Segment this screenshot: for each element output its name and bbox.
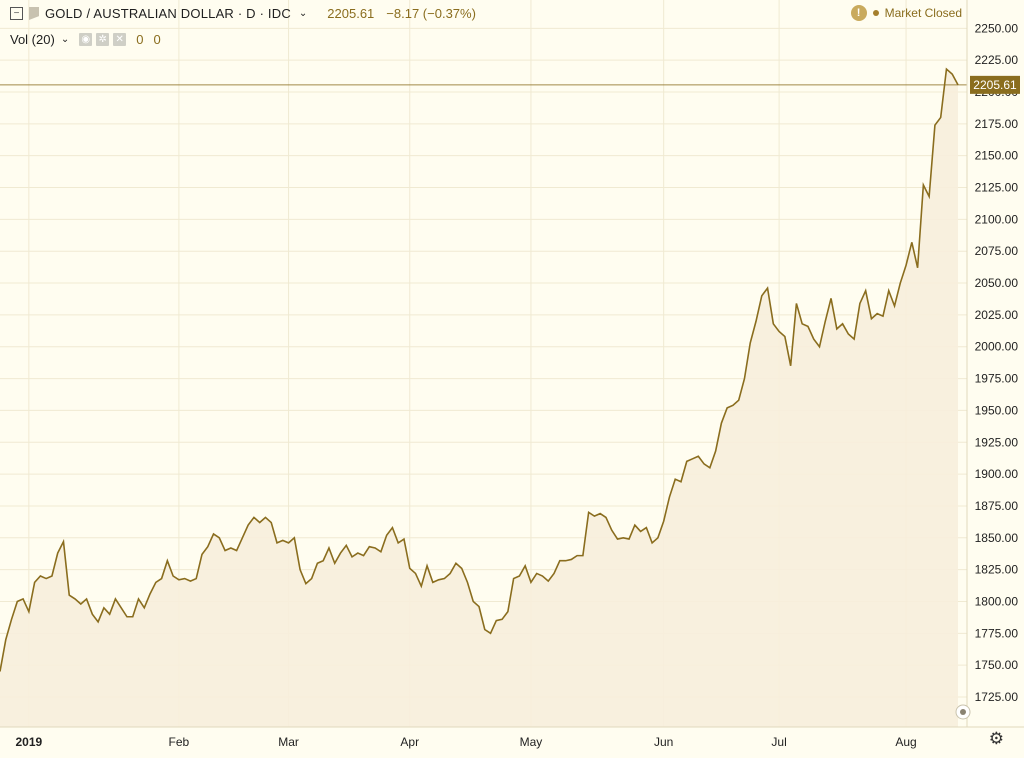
y-tick-label: 1850.00 — [975, 531, 1019, 545]
y-tick-label: 1900.00 — [975, 467, 1019, 481]
last-price: 2205.61 — [327, 6, 374, 21]
y-tick-label: 2225.00 — [975, 53, 1019, 67]
volume-value-a: 0 — [136, 32, 143, 47]
last-price-value: 2205.61 — [973, 78, 1017, 92]
volume-title[interactable]: Vol (20) — [10, 32, 55, 47]
eye-icon[interactable]: ◉ — [79, 33, 92, 46]
y-tick-label: 2150.00 — [975, 149, 1019, 163]
y-tick-label: 1975.00 — [975, 372, 1019, 386]
volume-legend: Vol (20) ⌄ ◉ ✲ ✕ 0 0 — [10, 32, 161, 47]
collapse-icon[interactable]: − — [10, 7, 23, 20]
x-tick-label: Mar — [278, 735, 299, 749]
gear-icon[interactable]: ⚙ — [989, 729, 1004, 749]
y-tick-label: 1950.00 — [975, 403, 1019, 417]
info-icon[interactable]: ! — [851, 5, 867, 21]
y-tick-label: 2050.00 — [975, 276, 1019, 290]
y-tick-label: 2250.00 — [975, 21, 1019, 35]
y-tick-label: 1800.00 — [975, 594, 1019, 608]
market-status-label: Market Closed — [885, 6, 962, 20]
symbol-title[interactable]: GOLD / AUSTRALIAN DOLLAR · D · IDC — [45, 6, 291, 21]
flag-icon[interactable] — [29, 7, 39, 20]
y-tick-label: 2125.00 — [975, 181, 1019, 195]
x-tick-label: Aug — [895, 735, 916, 749]
symbol-legend: − GOLD / AUSTRALIAN DOLLAR · D · IDC ⌄ 2… — [10, 6, 476, 21]
y-tick-label: 2025.00 — [975, 308, 1019, 322]
settings-icon[interactable]: ✲ — [96, 33, 109, 46]
scroll-to-realtime-button[interactable] — [956, 705, 970, 719]
y-tick-label: 2000.00 — [975, 340, 1019, 354]
x-tick-label: Jul — [771, 735, 786, 749]
x-tick-label: Jun — [654, 735, 673, 749]
x-tick-label: Apr — [400, 735, 419, 749]
close-icon[interactable]: ✕ — [113, 33, 126, 46]
y-tick-label: 1725.00 — [975, 690, 1019, 704]
price-change: −8.17 (−0.37%) — [386, 6, 476, 21]
volume-value-b: 0 — [153, 32, 160, 47]
y-tick-label: 2075.00 — [975, 244, 1019, 258]
x-tick-label: Feb — [169, 735, 190, 749]
chevron-down-icon[interactable]: ⌄ — [61, 34, 69, 45]
x-tick-label: 2019 — [16, 735, 43, 749]
y-tick-label: 2100.00 — [975, 212, 1019, 226]
market-status: ! Market Closed — [851, 5, 962, 21]
y-tick-label: 1875.00 — [975, 499, 1019, 513]
y-tick-label: 1750.00 — [975, 658, 1019, 672]
y-tick-label: 1825.00 — [975, 563, 1019, 577]
x-tick-label: May — [520, 735, 543, 749]
last-price-label: 2205.61 — [970, 76, 1020, 94]
y-tick-label: 1925.00 — [975, 435, 1019, 449]
status-dot — [873, 10, 879, 16]
y-tick-label: 1775.00 — [975, 626, 1019, 640]
y-tick-label: 2175.00 — [975, 117, 1019, 131]
chevron-down-icon[interactable]: ⌄ — [299, 8, 307, 19]
